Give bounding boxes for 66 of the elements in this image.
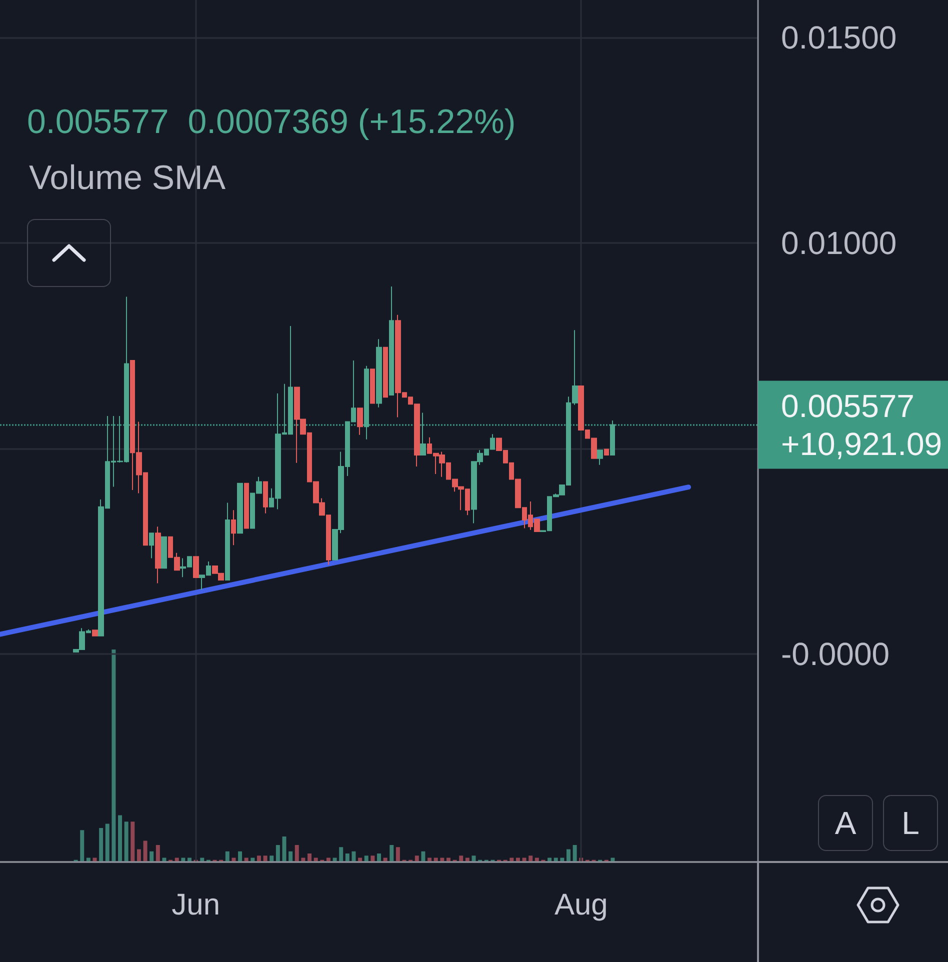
candlestick: [604, 448, 609, 456]
bar: [352, 851, 356, 862]
x-tick-label: Aug: [554, 888, 608, 922]
bar: [288, 851, 293, 862]
bar: [276, 845, 280, 862]
ref-line-label: 0.005577 +10,921.09: [781, 388, 942, 462]
bar: [377, 854, 381, 862]
bar: [414, 856, 419, 862]
bar: [136, 849, 141, 862]
bar: [99, 828, 104, 862]
candlestick: [149, 532, 154, 559]
y-tick-label: -0.0000: [781, 636, 890, 672]
candlestick: [161, 536, 167, 569]
candlestick: [92, 630, 98, 636]
bar: [80, 830, 84, 862]
bar: [345, 854, 350, 862]
candlestick: [193, 556, 199, 578]
letter-button: L: [883, 795, 938, 851]
candlestick: [376, 338, 382, 408]
bar: [143, 840, 148, 862]
x-tick-label: Jun: [172, 888, 220, 922]
candlestick: [155, 526, 161, 584]
text: 0.005577 0.0007369 (+15.22%): [27, 103, 516, 141]
bar: [225, 851, 230, 862]
letter-button: A: [818, 795, 873, 851]
bar: [118, 815, 122, 862]
candlestick: [231, 510, 236, 546]
bar: [130, 822, 135, 862]
bar: [150, 851, 154, 862]
y-tick-label: 0.01500: [781, 19, 897, 56]
chart-title: Volume SMA: [29, 159, 226, 197]
bar: [572, 845, 577, 862]
bar: [396, 847, 400, 862]
bar: [256, 856, 261, 862]
candlestick: [364, 365, 369, 440]
bar: [390, 845, 394, 862]
candlestick: [370, 368, 375, 404]
bar: [124, 822, 128, 862]
candlestick: [597, 450, 603, 466]
bar: [370, 856, 375, 862]
candlestick: [610, 420, 615, 456]
candlestick: [357, 408, 363, 436]
bar: [112, 650, 116, 862]
bar: [238, 851, 242, 862]
bar: [528, 856, 533, 862]
candlestick: [244, 482, 249, 529]
bar: [364, 856, 368, 862]
candlestick: [225, 502, 230, 581]
candlestick: [383, 346, 388, 398]
bar: [105, 824, 110, 862]
bar: [421, 851, 426, 862]
bar: [282, 836, 286, 862]
bar: [263, 856, 268, 862]
bar: [156, 845, 160, 862]
bar: [270, 856, 274, 862]
bar: [308, 854, 312, 862]
bar: [459, 856, 464, 862]
bar: [339, 847, 344, 862]
bar: [472, 856, 476, 862]
bar: [566, 849, 570, 862]
bar: [294, 845, 299, 862]
candlestick: [420, 412, 426, 456]
candlestick: [237, 482, 243, 534]
candlestick: [263, 481, 268, 514]
y-tick-label: 0.01000: [781, 224, 897, 261]
candlestick: [389, 286, 394, 396]
